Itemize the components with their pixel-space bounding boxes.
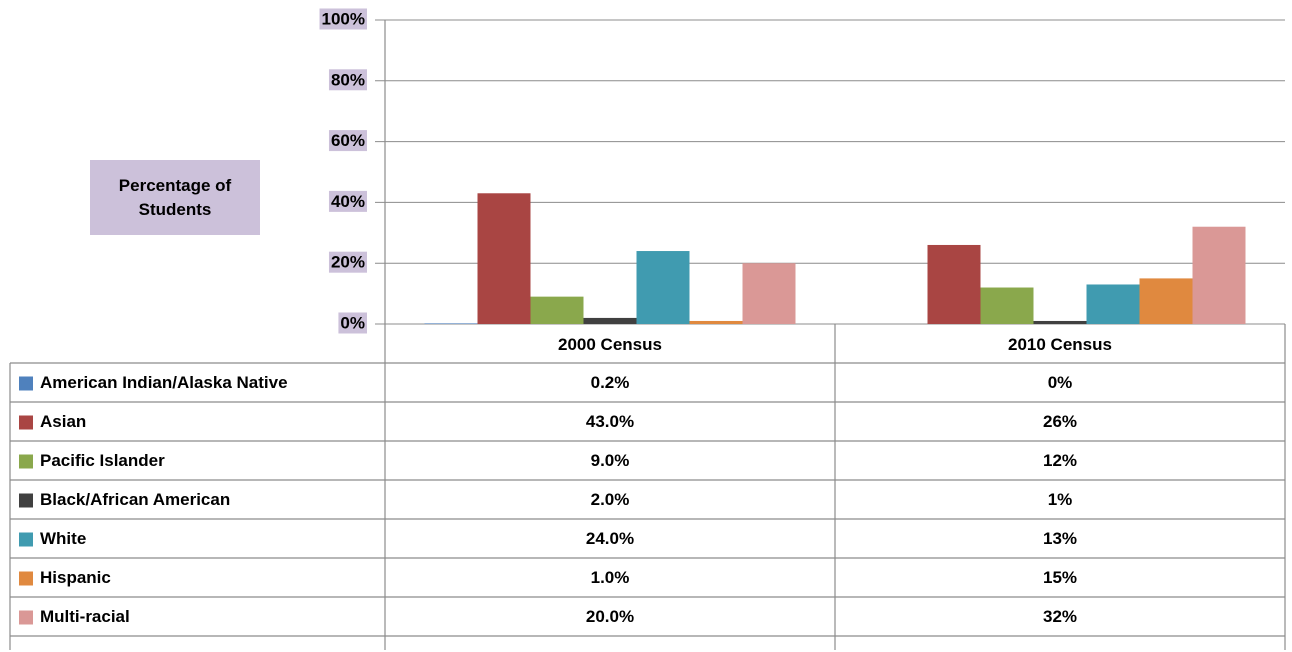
tick-label-background xyxy=(338,312,367,334)
legend-label: Asian xyxy=(40,412,86,431)
bar xyxy=(1086,284,1140,324)
tick-label-background xyxy=(328,130,367,152)
table-value: 2.0% xyxy=(591,490,630,509)
bar xyxy=(980,287,1034,324)
bar xyxy=(927,244,981,324)
x-tick-label: 2000 Census xyxy=(558,335,662,354)
table-value: 0.2% xyxy=(591,373,630,392)
legend-label: American Indian/Alaska Native xyxy=(40,373,288,392)
bar xyxy=(1033,320,1087,324)
table-value: 9.0% xyxy=(591,451,630,470)
bar xyxy=(1139,278,1193,324)
tick-label-background xyxy=(328,251,367,273)
bar xyxy=(583,317,637,324)
y-tick-label: 20% xyxy=(331,253,365,272)
legend-label: Black/African American xyxy=(40,490,230,509)
bar xyxy=(424,323,478,324)
table-value: 1.0% xyxy=(591,568,630,587)
bar xyxy=(1192,226,1246,324)
tick-label-background xyxy=(319,8,367,30)
legend-label: White xyxy=(40,529,86,548)
y-tick-label: 0% xyxy=(340,313,365,332)
table-value: 15% xyxy=(1043,568,1077,587)
legend-key xyxy=(19,532,33,547)
tick-label-background xyxy=(328,69,367,91)
table-value: 20.0% xyxy=(586,607,634,626)
y-axis-title: Percentage of Students xyxy=(90,160,260,235)
bar xyxy=(530,296,584,324)
legend-key xyxy=(19,610,33,625)
legend-label: Hispanic xyxy=(40,568,111,587)
table-value: 32% xyxy=(1043,607,1077,626)
y-tick-label: 100% xyxy=(322,9,365,28)
legend-key xyxy=(19,415,33,430)
table-value: 24.0% xyxy=(586,529,634,548)
table-value: 13% xyxy=(1043,529,1077,548)
table-value: 26% xyxy=(1043,412,1077,431)
legend-label: Pacific Islander xyxy=(40,451,165,470)
tick-label-background xyxy=(328,190,367,212)
bar xyxy=(742,263,796,324)
bar xyxy=(636,251,690,324)
bar xyxy=(689,320,743,324)
table-value: 43.0% xyxy=(586,412,634,431)
legend-label: Multi-racial xyxy=(40,607,130,626)
y-tick-label: 80% xyxy=(331,70,365,89)
legend-key xyxy=(19,454,33,469)
y-tick-label: 60% xyxy=(331,131,365,150)
table-value: 12% xyxy=(1043,451,1077,470)
x-tick-label: 2010 Census xyxy=(1008,335,1112,354)
table-value: 1% xyxy=(1048,490,1073,509)
legend-key xyxy=(19,493,33,508)
y-tick-label: 40% xyxy=(331,192,365,211)
legend-key xyxy=(19,376,33,391)
bar xyxy=(477,193,531,324)
legend-key xyxy=(19,571,33,586)
table-value: 0% xyxy=(1048,373,1073,392)
